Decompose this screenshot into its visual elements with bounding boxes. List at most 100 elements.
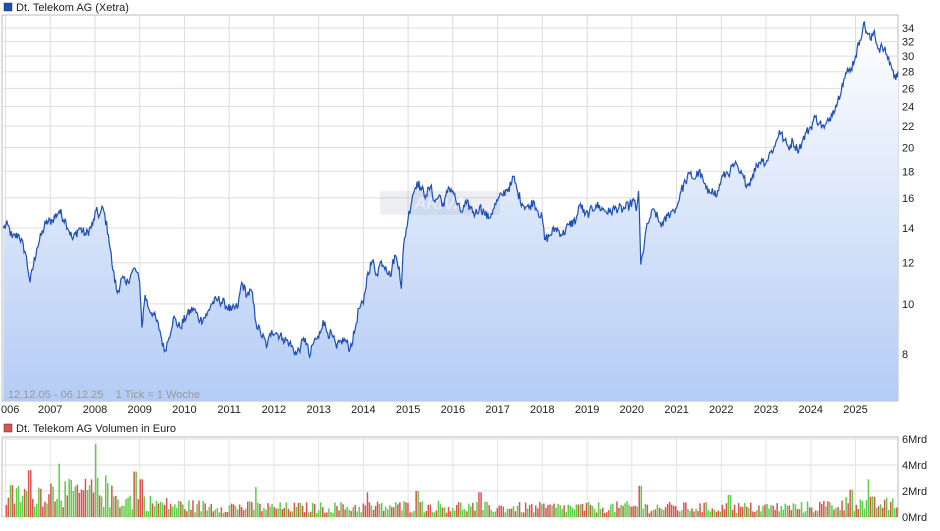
- volume-bar: [737, 503, 740, 517]
- volume-bar: [313, 504, 316, 517]
- volume-bar: [784, 503, 786, 517]
- volume-bar: [522, 512, 525, 517]
- volume-bar: [656, 504, 659, 517]
- volume-bar: [741, 507, 744, 517]
- volume-bar: [709, 511, 711, 517]
- volume-bar: [427, 504, 429, 517]
- volume-bar: [30, 470, 32, 517]
- price-legend-swatch: [3, 2, 13, 12]
- volume-bar: [307, 512, 310, 517]
- volume-bar: [764, 504, 766, 517]
- volume-bar: [324, 512, 326, 517]
- x-tick-label: 2014: [351, 404, 375, 416]
- volume-bar: [32, 498, 34, 517]
- volume-bar: [84, 478, 87, 517]
- volume-bar: [752, 511, 754, 517]
- volume-bar: [318, 510, 320, 517]
- volume-bar: [772, 505, 774, 517]
- volume-bar: [19, 502, 22, 517]
- volume-bar: [881, 507, 884, 517]
- volume-bar: [845, 497, 847, 517]
- volume-bar: [305, 502, 308, 517]
- volume-bar: [549, 504, 551, 517]
- volume-bar: [865, 499, 868, 517]
- volume-bar: [531, 503, 533, 517]
- volume-bar: [251, 502, 253, 517]
- volume-bar: [829, 502, 831, 517]
- volume-bar: [174, 504, 176, 517]
- volume-bar: [563, 505, 565, 517]
- volume-bar: [823, 500, 825, 517]
- volume-bar: [892, 498, 894, 517]
- volume-bar: [885, 497, 888, 517]
- volume-bar: [202, 500, 204, 517]
- volume-bar: [129, 495, 131, 517]
- volume-bar: [437, 500, 440, 517]
- volume-bar: [54, 501, 56, 517]
- volume-bar: [119, 507, 121, 517]
- volume-bar: [883, 499, 886, 517]
- volume-bar: [247, 501, 249, 517]
- volume-bar: [575, 504, 578, 517]
- volume-bar: [46, 503, 48, 517]
- volume-bar: [662, 510, 665, 517]
- volume-bar: [677, 510, 679, 517]
- volume-bar: [439, 504, 442, 517]
- volume-bar: [309, 511, 312, 517]
- volume-bar: [490, 509, 492, 517]
- volume-bar: [614, 511, 616, 517]
- volume-bar: [494, 511, 496, 517]
- volume-bar: [561, 509, 563, 517]
- volume-bar: [630, 506, 632, 517]
- volume-bar: [178, 500, 180, 517]
- volume-bar: [336, 505, 338, 517]
- volume-bar: [105, 475, 107, 517]
- volume-bar: [624, 503, 626, 517]
- volume-bar: [316, 513, 318, 517]
- volume-bar: [796, 509, 799, 517]
- volume-bar: [628, 504, 630, 517]
- volume-bar: [155, 500, 158, 517]
- volume-bar: [541, 504, 543, 517]
- volume-bar: [595, 512, 598, 517]
- volume-bar: [34, 506, 36, 517]
- volume-bar: [695, 508, 697, 517]
- x-tick-label: 2025: [843, 404, 867, 416]
- volume-bar: [589, 504, 592, 517]
- volume-bar: [711, 508, 713, 517]
- volume-bar: [839, 510, 841, 517]
- volume-bar: [810, 507, 813, 517]
- volume-bar: [719, 511, 722, 517]
- volume-bar: [145, 510, 148, 517]
- volume-bar: [583, 510, 586, 517]
- price-y-tick-label: 22: [902, 121, 914, 133]
- volume-bar: [287, 508, 290, 517]
- volume-bar: [573, 509, 576, 517]
- volume-bar: [599, 509, 602, 517]
- volume-bar: [547, 505, 549, 517]
- volume-bar: [121, 505, 123, 517]
- volume-bar: [350, 511, 352, 517]
- volume-bar: [271, 504, 273, 517]
- price-y-tick-label: 16: [902, 193, 914, 205]
- volume-bar: [267, 503, 269, 517]
- volume-bar: [794, 504, 797, 517]
- volume-bar: [326, 512, 328, 517]
- volume-bar: [449, 511, 452, 517]
- volume-bar: [770, 505, 772, 517]
- volume-bar: [699, 503, 701, 517]
- volume-bar: [171, 506, 174, 517]
- x-tick-label: 2024: [799, 404, 823, 416]
- volume-bar: [82, 490, 85, 517]
- x-tick-label: 2022: [709, 404, 733, 416]
- volume-bar: [257, 502, 259, 517]
- volume-bar: [802, 512, 805, 517]
- volume-bar: [606, 512, 608, 517]
- volume-bar: [817, 510, 819, 517]
- volume-bar: [103, 506, 105, 517]
- volume-bar: [512, 506, 515, 517]
- volume-bar: [453, 510, 456, 517]
- volume-bar: [675, 506, 677, 517]
- volume-bar: [551, 505, 553, 517]
- volume-bar: [206, 510, 208, 517]
